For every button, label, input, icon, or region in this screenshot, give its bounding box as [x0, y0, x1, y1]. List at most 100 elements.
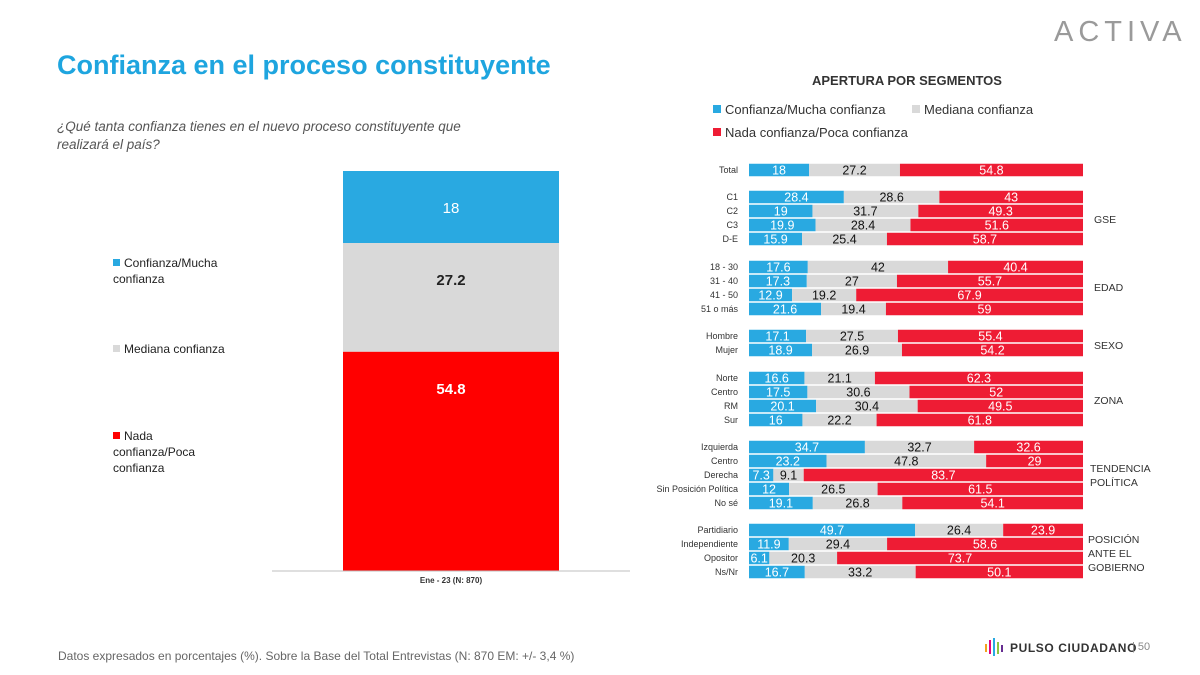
seg-bar-2	[917, 399, 1083, 413]
seg-bar-1	[804, 371, 875, 385]
seg-bar-2	[910, 218, 1083, 232]
seg-bar-1	[807, 260, 949, 274]
main-legend-swatch-2	[113, 432, 120, 439]
seg-bar-0	[749, 190, 844, 204]
seg-bar-value-0: 12	[762, 483, 776, 497]
seg-bar-1	[812, 204, 919, 218]
seg-row-label: C2	[726, 206, 738, 216]
seg-bar-value-1: 20.3	[791, 552, 815, 566]
seg-row-label: D-E	[723, 234, 739, 244]
seg-bar-value-0: 17.6	[766, 261, 790, 275]
seg-bar-value-1: 26.5	[821, 483, 845, 497]
seg-row-label: Norte	[716, 373, 738, 383]
seg-bar-0	[749, 482, 790, 496]
seg-bar-value-2: 50.1	[987, 566, 1011, 580]
seg-bar-value-2: 59	[978, 303, 992, 317]
seg-bar-value-0: 17.3	[766, 275, 790, 289]
seg-bar-0	[749, 329, 807, 343]
seg-bar-value-0: 16.7	[765, 566, 789, 580]
main-category-label: Ene - 23 (N: 870)	[420, 576, 483, 585]
seg-group-label: EDAD	[1094, 282, 1124, 294]
seg-bar-value-2: 58.6	[973, 538, 997, 552]
seg-bar-value-0: 19.1	[769, 497, 793, 511]
seg-bar-value-1: 22.2	[827, 414, 851, 428]
seg-row-label: Sin Posición Política	[656, 484, 738, 494]
seg-bar-value-0: 17.5	[766, 386, 790, 400]
main-legend-label-1: Mediana confianza	[124, 342, 225, 356]
page-title: Confianza en el proceso constituyente	[57, 50, 551, 80]
seg-bar-value-1: 26.8	[845, 497, 869, 511]
seg-bar-value-1: 47.8	[894, 455, 918, 469]
seg-bar-value-0: 23.2	[776, 455, 800, 469]
seg-bar-2	[915, 565, 1083, 579]
seg-bar-value-0: 7.3	[752, 469, 769, 483]
seg-bar-1	[816, 399, 918, 413]
seg-bar-value-1: 27.2	[842, 164, 866, 178]
seg-bar-value-1: 25.4	[832, 233, 856, 247]
seg-bar-value-2: 29	[1028, 455, 1042, 469]
seg-bar-2	[948, 260, 1083, 274]
seg-bar-2	[886, 232, 1083, 246]
seg-bar-1	[806, 274, 897, 288]
seg-row-label: C3	[726, 220, 738, 230]
seg-bar-value-0: 28.4	[784, 191, 808, 205]
seg-bar-value-0: 19.9	[770, 219, 794, 233]
seg-bar-value-1: 28.6	[879, 191, 903, 205]
seg-bar-2	[896, 274, 1083, 288]
seg-row-label: Total	[719, 165, 738, 175]
seg-bar-2	[939, 190, 1083, 204]
main-legend-label-0: Confianza/Mucha confianza	[113, 256, 218, 286]
seg-bar-0	[749, 260, 808, 274]
seg-bar-1	[821, 302, 886, 316]
seg-bar-value-2: 54.1	[980, 497, 1004, 511]
seg-bar-0	[749, 468, 774, 482]
seg-bar-1	[788, 537, 888, 551]
seg-bar-value-1: 19.4	[841, 303, 865, 317]
main-bar-label-0: 18	[443, 200, 460, 217]
seg-bar-value-2: 55.4	[978, 330, 1002, 344]
seg-bar-0	[749, 454, 827, 468]
main-legend-item-0: Confianza/Mucha confianza	[113, 255, 233, 287]
seg-bar-1	[815, 218, 911, 232]
seg-bar-value-2: 61.5	[968, 483, 992, 497]
seg-bar-value-1: 26.4	[947, 524, 971, 538]
seg-row-label: Centro	[711, 387, 738, 397]
main-bar-segment-1	[343, 243, 559, 352]
seg-row-label: 51 o más	[701, 304, 739, 314]
seg-bar-0	[749, 523, 915, 537]
seg-bar-2	[876, 413, 1083, 427]
seg-bar-0	[749, 302, 822, 316]
seg-legend-item-1: Mediana confianza	[912, 102, 1033, 117]
seg-bar-1	[826, 454, 987, 468]
seg-bar-2	[874, 371, 1083, 385]
seg-bar-2	[887, 537, 1083, 551]
seg-row-label: No sé	[714, 498, 738, 508]
seg-bar-value-1: 9.1	[780, 469, 797, 483]
seg-bar-value-0: 21.6	[773, 303, 797, 317]
seg-legend-swatch-2	[713, 128, 721, 136]
seg-bar-1	[807, 385, 910, 399]
seg-bar-1	[802, 413, 877, 427]
seg-bar-value-0: 11.9	[757, 538, 780, 552]
seg-bar-1	[864, 440, 975, 454]
seg-row-label: 18 - 30	[710, 262, 738, 272]
seg-bar-value-1: 29.4	[826, 538, 850, 552]
seg-bar-value-0: 19	[774, 205, 788, 219]
main-legend-label-2: Nada confianza/Poca confianza	[113, 429, 196, 475]
seg-row-label: Sur	[724, 415, 738, 425]
seg-bar-2	[897, 329, 1083, 343]
seg-bar-0	[749, 218, 816, 232]
seg-legend-label-2: Nada confianza/Poca confianza	[725, 125, 908, 140]
seg-bar-value-2: 32.6	[1016, 441, 1040, 455]
seg-bar-value-2: 83.7	[931, 469, 955, 483]
seg-bar-value-0: 16	[769, 414, 783, 428]
seg-bar-0	[749, 274, 807, 288]
seg-bar-value-1: 27.5	[840, 330, 864, 344]
seg-bar-2	[899, 163, 1083, 177]
seg-bar-0	[749, 551, 770, 565]
seg-bar-1	[804, 565, 916, 579]
seg-bar-2	[902, 496, 1083, 510]
seg-bar-value-0: 18	[772, 164, 786, 178]
seg-bar-value-2: 54.8	[979, 164, 1003, 178]
footnote: Datos expresados en porcentajes (%). Sob…	[58, 649, 575, 663]
